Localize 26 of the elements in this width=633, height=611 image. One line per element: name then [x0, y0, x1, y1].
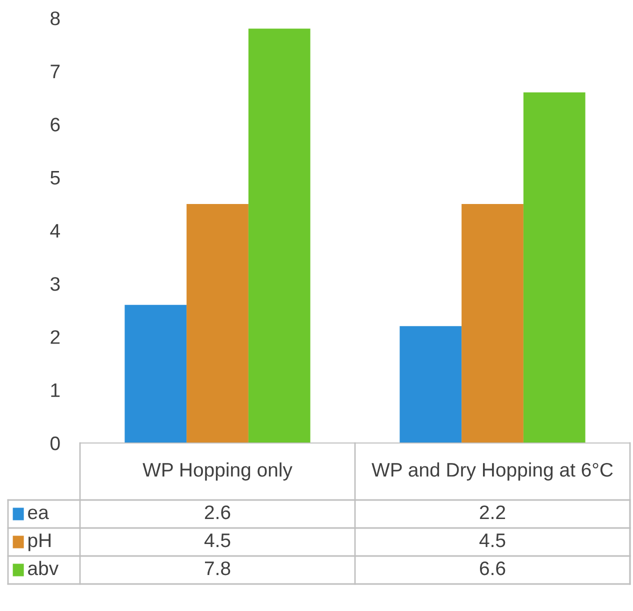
- y-tick-label: 1: [51, 384, 60, 397]
- y-tick-label: 4: [50, 224, 60, 238]
- data-label: 4.5: [479, 534, 506, 548]
- data-label: 7.8: [204, 561, 230, 576]
- data-label: 6.6: [480, 561, 506, 576]
- legend-label: pH: [28, 534, 51, 552]
- bar: [462, 204, 524, 443]
- data-label: 2.2: [480, 505, 506, 520]
- x-tick-label: WP and Dry Hopping at 6°C: [372, 462, 613, 481]
- y-tick-label: 0: [50, 436, 60, 450]
- y-tick-label: 3: [50, 277, 60, 291]
- y-tick-label: 6: [50, 118, 60, 132]
- bar: [186, 204, 248, 443]
- bar: [248, 28, 310, 443]
- bar: [523, 92, 586, 443]
- y-tick-label: 7: [50, 64, 60, 78]
- bar: [400, 326, 462, 443]
- legend-label: abv: [28, 560, 59, 576]
- data-label: 4.5: [204, 534, 230, 548]
- x-tick-label: WP Hopping only: [142, 462, 292, 481]
- legend-label: ea: [28, 508, 49, 520]
- y-tick-label: 2: [50, 330, 60, 344]
- bar: [124, 304, 187, 443]
- y-tick-label: 8: [50, 11, 60, 26]
- y-tick-label: 5: [50, 171, 60, 185]
- data-label: 2.6: [204, 505, 230, 520]
